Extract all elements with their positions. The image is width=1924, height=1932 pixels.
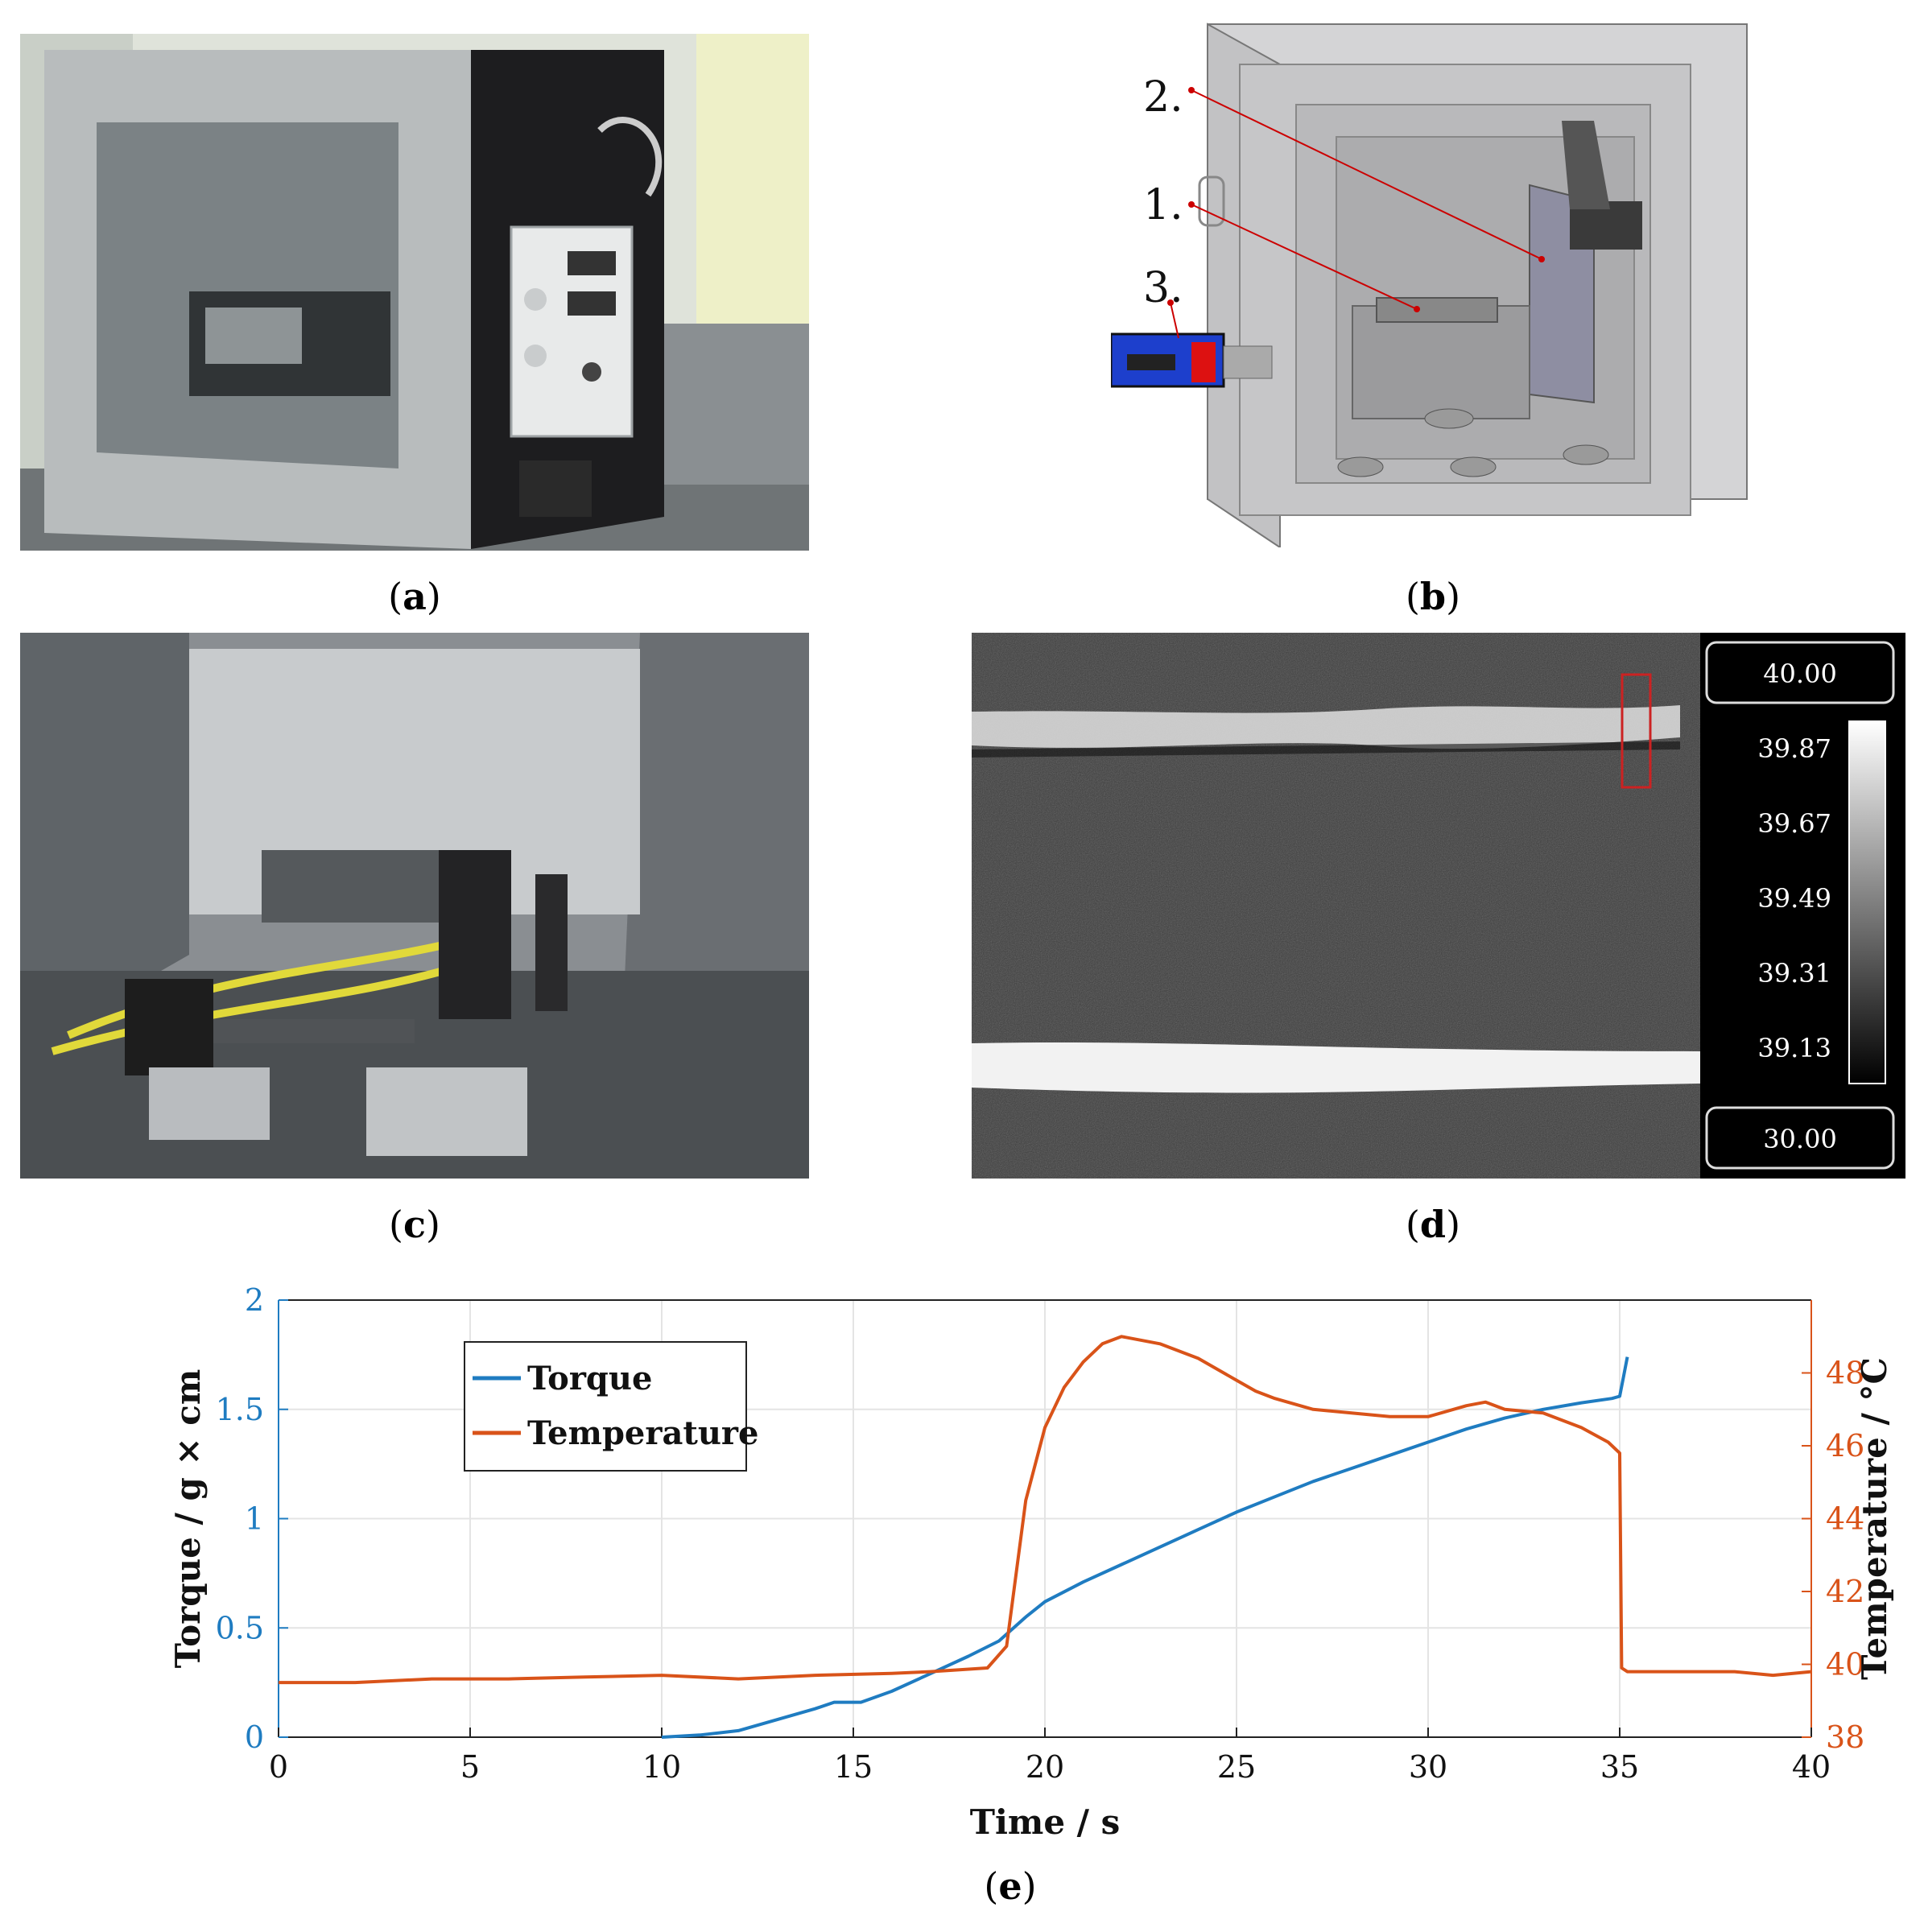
x-tick-label: 15: [834, 1749, 873, 1785]
x-tick-label: 0: [269, 1749, 288, 1785]
caption-e-open: (: [984, 1864, 999, 1908]
legend-box: [464, 1341, 747, 1472]
y-axis-left-label: Torque / g × cm: [168, 1369, 208, 1669]
caption-c: (c): [254, 1206, 576, 1243]
caption-b-letter: b: [1419, 575, 1447, 618]
legend-label: Temperature: [527, 1414, 758, 1452]
scale-min-value: 30.00: [1763, 1124, 1837, 1154]
caption-a-letter: a: [403, 575, 427, 618]
cad-label-3: 3.: [1143, 264, 1183, 312]
y-left-tick-label: 0: [245, 1719, 264, 1755]
y-right-tick-label: 46: [1826, 1428, 1864, 1463]
caption-a-close: ): [426, 575, 441, 618]
caption-e-close: ): [1022, 1864, 1037, 1908]
scale-tick-label: 39.31: [1757, 958, 1831, 989]
scale-tick-label: 39.67: [1757, 808, 1831, 839]
caption-b-close: ): [1446, 575, 1461, 618]
caption-c-open: (: [389, 1203, 403, 1246]
y-left-tick-label: 2: [245, 1282, 264, 1318]
caption-e-letter: e: [998, 1864, 1022, 1908]
x-tick-label: 10: [642, 1749, 681, 1785]
caption-b-open: (: [1405, 575, 1420, 618]
y-left-tick-label: 1: [245, 1501, 264, 1537]
cad-label-1: 1.: [1143, 181, 1183, 229]
x-tick-label: 20: [1026, 1749, 1064, 1785]
y-right-tick-label: 42: [1826, 1574, 1864, 1609]
x-tick-label: 35: [1600, 1749, 1639, 1785]
series-line-temperature: [279, 1335, 1812, 1685]
caption-c-letter: c: [403, 1203, 426, 1246]
x-tick-label: 25: [1217, 1749, 1256, 1785]
caption-e: (e): [849, 1868, 1171, 1905]
photo-a: [20, 34, 809, 551]
series-line-torque: [661, 1356, 1629, 1739]
x-tick-label: 5: [460, 1749, 480, 1785]
scale-tick-label: 39.87: [1757, 733, 1831, 764]
y-right-tick-label: 40: [1826, 1647, 1864, 1682]
thermal-d: 40.00 30.00 39.87 39.67 39.49 39.31 39.13: [972, 633, 1905, 1179]
caption-a-open: (: [388, 575, 403, 618]
legend-label: Torque: [527, 1360, 652, 1397]
cad-b: 2. 1. 3.: [1111, 16, 1755, 547]
scale-tick-label: 39.13: [1757, 1033, 1831, 1063]
caption-d: (d): [1272, 1206, 1594, 1243]
x-tick-label: 40: [1792, 1749, 1831, 1785]
y-right-tick-label: 48: [1826, 1356, 1864, 1391]
cad-label-2: 2.: [1143, 73, 1183, 122]
y-left-tick-label: 1.5: [216, 1392, 264, 1427]
scale-tick-label: 39.49: [1757, 883, 1831, 914]
chart-e: 0 5 10 15 20 25 30 35 40 0 0.5 1 1.5 2 38 40 42 44 46 48 Tim…: [0, 1264, 1924, 1843]
y-axis-right-label: Temperature / °C: [1855, 1357, 1894, 1680]
caption-c-close: ): [426, 1203, 440, 1246]
scale-max-value: 40.00: [1763, 658, 1837, 689]
photo-c: [20, 633, 809, 1179]
caption-d-letter: d: [1419, 1203, 1447, 1246]
y-left-tick-label: 0.5: [216, 1610, 264, 1645]
x-axis-label: Time / s: [970, 1802, 1121, 1842]
caption-d-close: ): [1446, 1203, 1461, 1246]
y-right-tick-label: 38: [1826, 1719, 1864, 1755]
caption-b: (b): [1272, 578, 1594, 615]
y-right-tick-label: 44: [1826, 1501, 1864, 1537]
caption-d-open: (: [1405, 1203, 1420, 1246]
x-tick-label: 30: [1409, 1749, 1447, 1785]
caption-a: (a): [254, 578, 576, 615]
